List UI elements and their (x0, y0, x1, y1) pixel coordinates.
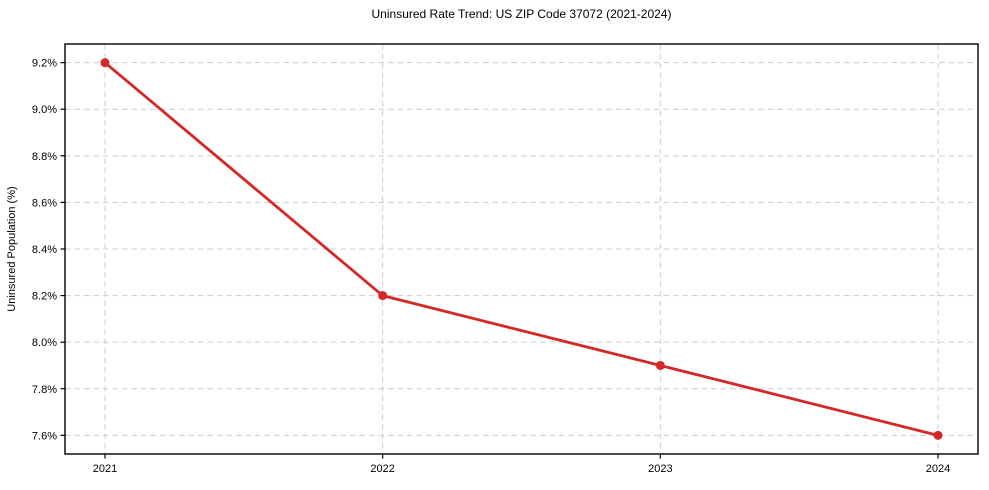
x-tick-label: 2024 (926, 463, 950, 475)
y-tick-label: 8.8% (32, 151, 57, 163)
data-point-marker (933, 430, 943, 440)
y-tick-label: 8.4% (32, 244, 57, 256)
x-tick-label: 2023 (648, 463, 672, 475)
trend-line (103, 61, 940, 437)
y-tick-label: 7.6% (32, 430, 57, 442)
y-tick-label: 8.2% (32, 291, 57, 303)
x-tick-label: 2021 (93, 463, 117, 475)
data-point-marker (378, 291, 388, 301)
data-point-marker (655, 360, 665, 370)
y-tick-label: 9.2% (32, 58, 57, 70)
y-tick-label: 9.0% (32, 104, 57, 116)
y-tick-label: 7.8% (32, 384, 57, 396)
data-point-marker (100, 58, 110, 68)
chart-title: Uninsured Rate Trend: US ZIP Code 37072 … (371, 7, 672, 21)
y-tick-label: 8.6% (32, 197, 57, 209)
y-tick-label: 8.0% (32, 337, 57, 349)
x-tick-label: 2022 (370, 463, 394, 475)
